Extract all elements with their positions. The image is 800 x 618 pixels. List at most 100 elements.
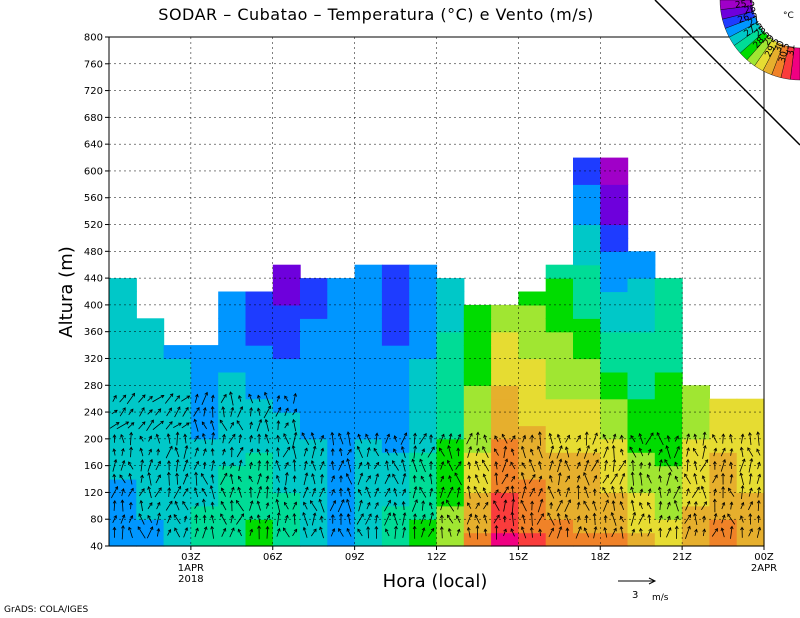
wind-arrow-shaft <box>338 528 344 537</box>
wind-arrow-head <box>310 460 315 464</box>
wind-arrow-shaft <box>222 434 225 444</box>
wind-arrow-head <box>658 474 662 479</box>
temperature-cell <box>300 358 328 373</box>
wind-arrow-shaft <box>194 419 199 432</box>
wind-arrow-shaft <box>666 502 671 510</box>
wind-arrow-head <box>318 498 323 503</box>
wind-arrow-head <box>147 471 151 476</box>
wind-arrow-shaft <box>219 419 228 431</box>
wind-arrow <box>721 472 725 485</box>
wind-arrow-shaft <box>138 513 145 525</box>
wind-arrow <box>194 471 198 486</box>
wind-arrow-head <box>592 488 597 492</box>
wind-arrow-head <box>169 421 173 425</box>
wind-arrow-head <box>320 473 324 478</box>
wind-arrow <box>256 448 261 456</box>
wind-arrow-shaft <box>321 516 323 523</box>
wind-arrow <box>127 422 135 429</box>
wind-arrow-shaft <box>283 433 290 445</box>
wind-arrow <box>284 407 289 417</box>
wind-arrow-head <box>748 473 753 477</box>
y-tick-label: 400 <box>84 300 103 311</box>
temperature-cell <box>245 532 274 547</box>
wind-arrow-shaft <box>127 422 135 429</box>
wind-arrow <box>729 473 734 484</box>
temperature-cell <box>736 412 765 427</box>
temperature-cell <box>409 331 438 346</box>
wind-arrow <box>503 499 508 512</box>
wind-arrow-shaft <box>293 419 297 432</box>
wind-arrow-head <box>620 515 624 520</box>
wind-arrow <box>165 500 173 511</box>
temperature-cell <box>518 479 547 493</box>
wind-arrow-shaft <box>238 529 242 537</box>
wind-arrow <box>639 461 644 469</box>
wind-arrow-head <box>284 471 289 476</box>
wind-arrow-head <box>130 408 134 413</box>
wind-arrow-shaft <box>565 446 570 458</box>
wind-arrow-head <box>301 432 305 436</box>
wind-arrow-head <box>210 394 215 399</box>
wind-arrow <box>155 474 161 484</box>
wind-arrow-head <box>310 432 315 436</box>
wind-arrow-shaft <box>675 476 679 482</box>
wind-arrow-shaft <box>155 408 162 416</box>
wind-arrow <box>439 433 445 444</box>
wind-arrow <box>565 434 570 443</box>
wind-arrow-shaft <box>429 473 433 485</box>
temperature-cell <box>600 331 629 346</box>
wind-arrow <box>412 525 417 539</box>
wind-arrow-shaft <box>236 500 244 512</box>
temperature-cell <box>627 492 656 507</box>
wind-arrow <box>756 448 761 456</box>
wind-arrow-shaft <box>413 445 416 459</box>
wind-arrow-shaft <box>740 515 744 523</box>
wind-arrow-head <box>693 512 697 517</box>
temperature-cell <box>109 371 137 386</box>
wind-arrow-shaft <box>121 448 124 456</box>
wind-arrow-shaft <box>674 500 679 512</box>
wind-arrow-head <box>658 527 663 531</box>
wind-arrow-head <box>412 474 417 479</box>
wind-arrow <box>263 405 272 419</box>
temperature-cell <box>327 331 356 346</box>
y-tick-label: 320 <box>84 354 103 365</box>
wind-arrow-head <box>603 526 608 531</box>
wind-arrow-head <box>367 475 371 479</box>
wind-arrow-shaft <box>475 460 480 471</box>
wind-arrow-shaft <box>511 512 515 527</box>
temperature-cell <box>190 371 219 386</box>
wind-arrow-shaft <box>220 394 227 404</box>
wind-arrow-shaft <box>373 448 380 457</box>
wind-arrow <box>219 419 228 431</box>
wind-arrow-head <box>346 527 351 532</box>
wind-arrow <box>330 431 335 446</box>
wind-arrow-head <box>177 485 182 490</box>
wind-arrow-shaft <box>592 501 597 511</box>
temperature-cell <box>654 358 683 373</box>
wind-arrow-shaft <box>429 512 434 526</box>
wind-arrow-head <box>305 486 309 491</box>
wind-arrow-shaft <box>385 448 390 456</box>
wind-arrow-head <box>149 409 153 413</box>
x-tick-label: 03Z <box>181 552 201 563</box>
wind-arrow-shaft <box>167 529 171 536</box>
wind-arrow-head <box>393 501 398 506</box>
wind-arrow-head <box>169 500 173 505</box>
wind-arrow-head <box>249 500 254 504</box>
wind-arrow-shaft <box>337 499 345 513</box>
temperature-cell <box>545 345 574 360</box>
wind-arrow-head <box>722 458 726 463</box>
wind-arrow-head <box>693 501 698 505</box>
wind-arrow-shaft <box>365 434 372 444</box>
wind-arrow-shaft <box>721 514 725 524</box>
wind-arrow <box>201 421 208 430</box>
wind-arrow-shaft <box>264 392 270 406</box>
wind-arrow <box>440 461 445 470</box>
temperature-cell <box>491 385 519 400</box>
temperature-cell <box>654 398 683 413</box>
wind-arrow-shaft <box>248 394 254 404</box>
wind-arrow-shaft <box>238 395 242 402</box>
wind-arrow-head <box>530 500 534 505</box>
wind-arrow-head <box>686 500 691 505</box>
